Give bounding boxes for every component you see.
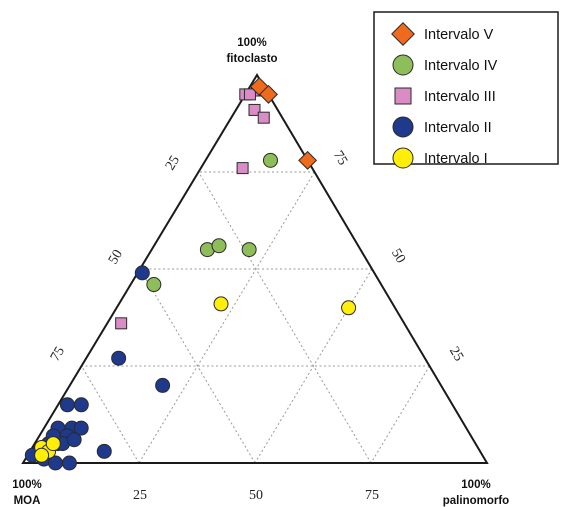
legend-label-intervalo-iii: Intervalo III — [424, 89, 496, 105]
legend-label-intervalo-iv: Intervalo IV — [424, 58, 498, 74]
point-intervalo-v-3 — [298, 150, 318, 170]
point-intervalo-i-6 — [45, 436, 61, 452]
point-intervalo-i-1 — [213, 296, 229, 312]
point-intervalo-ii-19 — [66, 432, 82, 448]
point-intervalo-ii-1 — [134, 265, 150, 281]
corner-top-label-line1: 100% — [237, 37, 266, 49]
right-tick-25: 25 — [446, 344, 466, 364]
grid-moa-50 — [139, 268, 256, 464]
legend-marker-intervalo-v — [391, 22, 415, 46]
point-intervalo-i-2 — [341, 300, 357, 316]
bottom-tick-75: 75 — [365, 488, 379, 503]
point-intervalo-ii-18 — [96, 443, 112, 459]
left-tick-50: 50 — [106, 247, 126, 267]
left-tick-25: 25 — [163, 153, 183, 173]
point-intervalo-ii-9 — [73, 420, 89, 436]
bottom-tick-25: 25 — [133, 488, 147, 503]
corner-right-label-line2: palinomorfo — [443, 495, 509, 507]
point-intervalo-iv-1 — [262, 152, 278, 168]
point-intervalo-i-5 — [34, 447, 50, 463]
point-intervalo-iv-5 — [146, 277, 162, 293]
bottom-tick-50: 50 — [249, 488, 263, 503]
data-points — [24, 77, 357, 471]
grid-moa-75 — [81, 365, 140, 464]
corner-left-label-line2: MOA — [14, 495, 41, 507]
legend-marker-intervalo-iii — [394, 87, 412, 105]
legend-marker-intervalo-i — [392, 147, 414, 169]
point-intervalo-ii-3 — [155, 377, 171, 393]
point-intervalo-v-2 — [259, 84, 278, 104]
corner-right-label-line1: 100% — [461, 479, 490, 491]
point-intervalo-ii-5 — [73, 397, 89, 413]
legend-marker-intervalo-iv — [392, 54, 414, 76]
point-intervalo-iv-4 — [241, 242, 257, 258]
point-intervalo-ii-17 — [61, 455, 77, 471]
point-intervalo-iii-6 — [236, 162, 249, 175]
point-intervalo-ii-2 — [111, 350, 127, 366]
grid-moa-25 — [198, 171, 372, 464]
grid-pal-75 — [370, 365, 430, 464]
point-intervalo-iii-3 — [243, 88, 256, 101]
legend-label-intervalo-ii: Intervalo II — [424, 120, 492, 136]
legend-marker-intervalo-ii — [392, 116, 414, 138]
grid-lines — [81, 171, 430, 464]
point-intervalo-iii-5 — [257, 111, 270, 124]
legend-label-intervalo-i: Intervalo I — [424, 151, 488, 167]
point-intervalo-iii-4 — [248, 103, 261, 116]
point-intervalo-ii-4 — [59, 397, 75, 413]
point-intervalo-iv-3 — [211, 238, 227, 254]
right-tick-50: 50 — [388, 246, 408, 266]
point-intervalo-iii-7 — [115, 317, 128, 330]
corner-left-label-line1: 100% — [12, 479, 41, 491]
corner-top-label-line2: fitoclasto — [226, 53, 277, 65]
grid-pal-50 — [254, 268, 373, 464]
grid-pal-25 — [138, 171, 315, 464]
legend: Intervalo V Intervalo IV Intervalo III Inte… — [373, 11, 559, 169]
left-tick-75: 75 — [48, 344, 68, 364]
legend-label-intervalo-v: Intervalo V — [424, 27, 494, 43]
right-tick-75: 75 — [330, 148, 350, 168]
